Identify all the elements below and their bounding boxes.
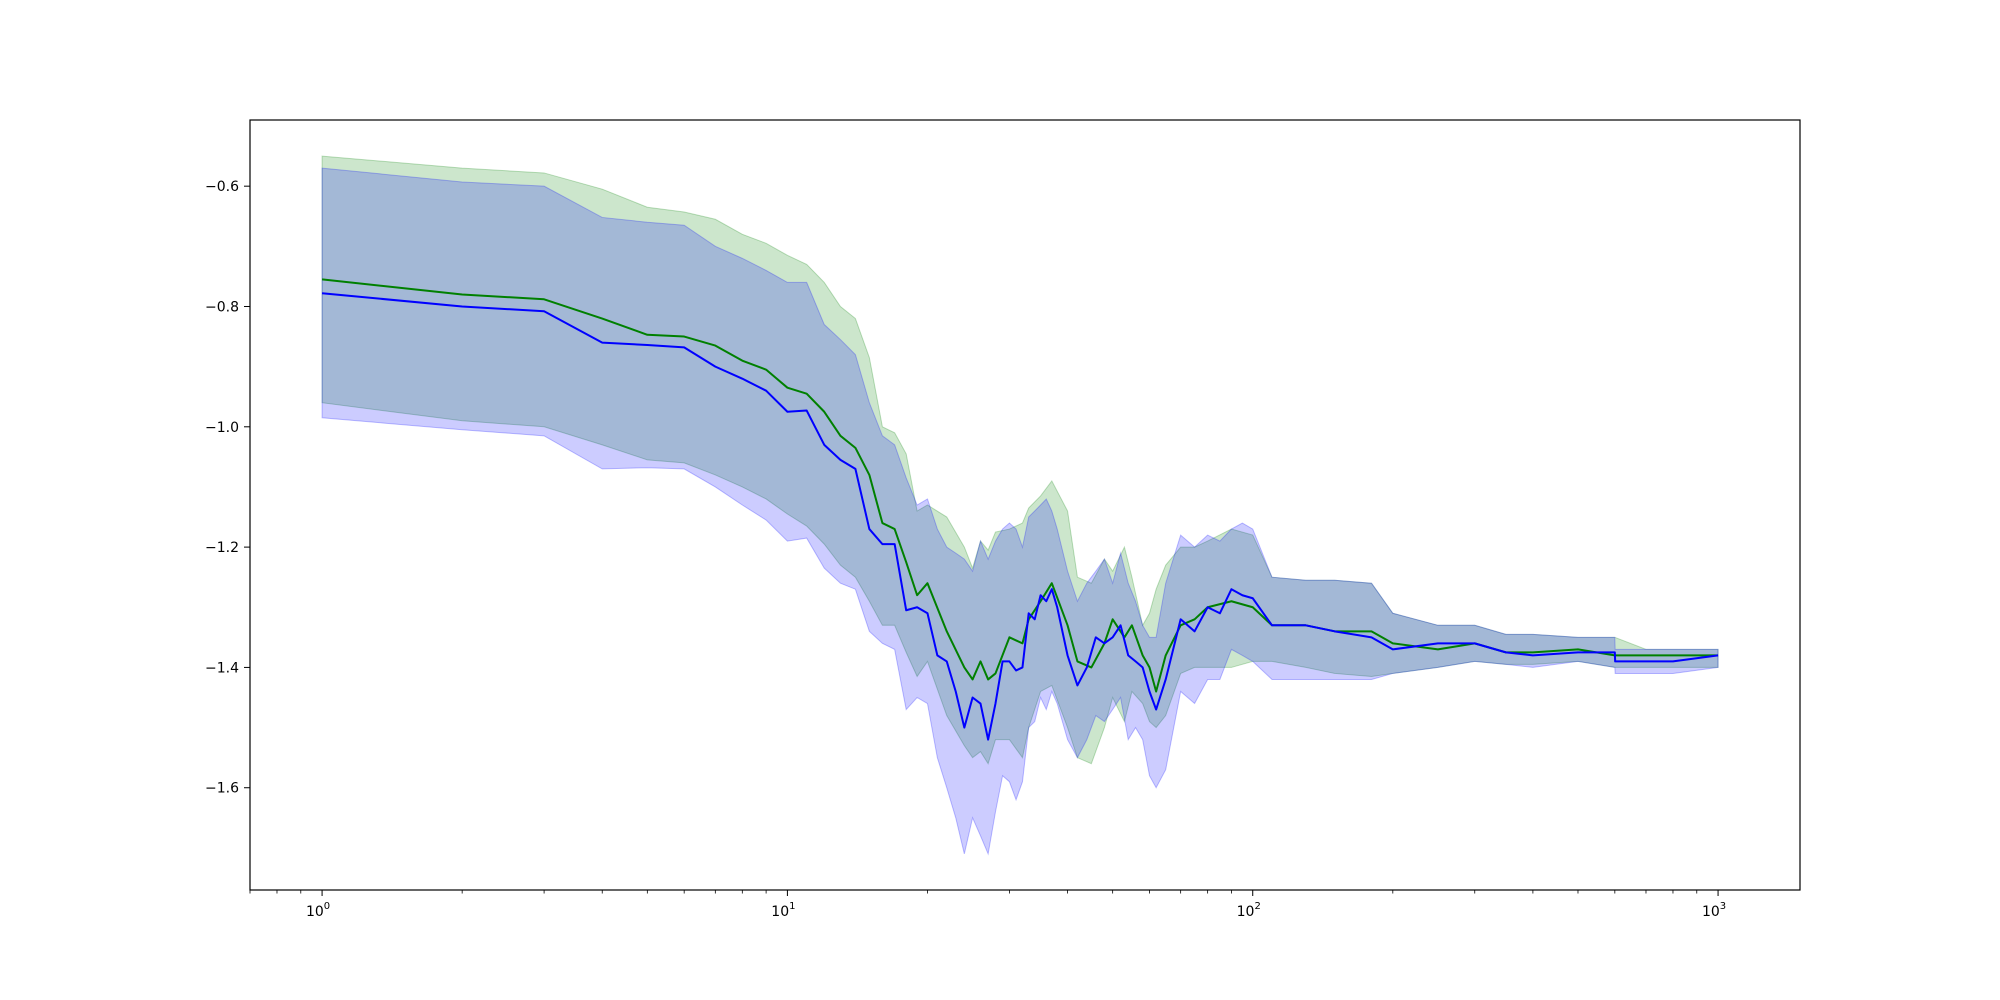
x-tick-label: 103 <box>1702 901 1726 920</box>
band-series-2 <box>321 167 1719 856</box>
y-tick-label: −1.6 <box>205 781 239 797</box>
line-series-2 <box>321 292 1719 741</box>
line-series-1 <box>321 278 1719 693</box>
y-tick-label: −1.0 <box>205 420 239 436</box>
y-tick-label: −1.4 <box>205 660 239 676</box>
confidence-bands <box>321 155 1719 856</box>
x-axis: 100 101 102 103 <box>249 890 1726 920</box>
plot-frame <box>249 119 1801 891</box>
y-tick-label: −1.2 <box>205 540 239 556</box>
y-axis: −0.6 −0.8 −1.0 −1.2 −1.4 −1.6 <box>205 179 250 797</box>
band-series-1 <box>321 155 1719 765</box>
y-tick-label: −0.6 <box>205 179 239 195</box>
series-lines <box>321 278 1719 741</box>
x-tick-label: 101 <box>771 901 795 920</box>
x-tick-label: 102 <box>1237 901 1261 920</box>
x-tick-label: 100 <box>306 901 330 920</box>
y-tick-label: −0.8 <box>205 299 239 315</box>
